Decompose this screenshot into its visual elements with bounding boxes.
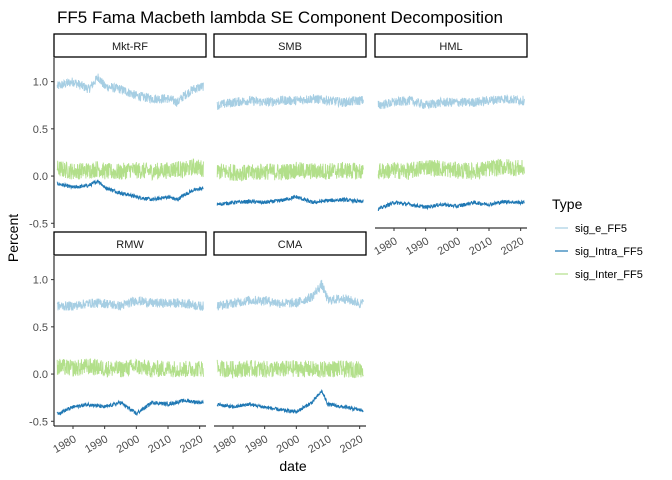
x-tick-label: 2010 (306, 433, 333, 456)
x-tick-label: 1990 (243, 433, 270, 456)
x-tick-label: 1980 (51, 433, 78, 456)
x-tick-label: 1980 (372, 235, 399, 258)
legend-label-sig-e-ff5: sig_e_FF5 (575, 223, 627, 235)
x-axis-title: date (279, 458, 306, 474)
x-tick-label: 2020 (178, 433, 205, 456)
x-tick-label: 1990 (83, 433, 110, 456)
y-tick-label: 1.0 (33, 77, 48, 89)
y-tick-label: -0.5 (29, 416, 48, 428)
facet-label-smb: SMB (278, 41, 302, 53)
series-line-rmw-sig-intra-ff5 (56, 398, 204, 417)
facet-strip-hml (374, 33, 528, 58)
x-tick-label: 1980 (211, 433, 238, 456)
series-line-cma-sig-inter-ff5 (216, 359, 364, 380)
x-tick-label: 2020 (338, 433, 365, 456)
x-tick-label: 2000 (275, 433, 302, 456)
y-axis-title: Percent (5, 214, 21, 262)
facet-label-cma: CMA (278, 239, 303, 251)
series-line-rmw-sig-inter-ff5 (56, 358, 204, 378)
y-tick-label: 0.0 (33, 171, 48, 183)
series-line-hml-sig-e-ff5 (377, 94, 525, 110)
series-line-smb-sig-intra-ff5 (216, 194, 364, 207)
x-tick-label: 2000 (436, 235, 463, 258)
series-line-mkt-rf-sig-e-ff5 (56, 73, 204, 107)
series-line-cma-sig-intra-ff5 (216, 388, 364, 414)
series-line-hml-sig-inter-ff5 (377, 158, 525, 180)
x-tick-label: 2010 (467, 235, 494, 258)
series-line-cma-sig-e-ff5 (216, 279, 364, 311)
facet-strip-smb (213, 33, 367, 58)
legend-label-sig-intra-ff5: sig_Intra_FF5 (575, 246, 643, 258)
y-tick-label: 0.0 (33, 369, 48, 381)
series-line-smb-sig-inter-ff5 (216, 161, 364, 182)
y-tick-label: 0.5 (33, 124, 48, 136)
series-line-smb-sig-e-ff5 (216, 94, 364, 110)
y-tick-label: 0.5 (33, 322, 48, 334)
series-line-rmw-sig-e-ff5 (56, 296, 204, 311)
legend-label-sig-inter-ff5: sig_Inter_FF5 (575, 269, 643, 281)
legend: Type sig_e_FF5 sig_Intra_FF5 sig_Inter_FF5 (552, 196, 643, 281)
x-tick-label: 2000 (115, 433, 142, 456)
series-line-hml-sig-intra-ff5 (377, 199, 525, 211)
legend-title: Type (552, 196, 583, 212)
chart-title: FF5 Fama Macbeth lambda SE Component Dec… (57, 8, 503, 27)
facet-label-mkt-rf: Mkt-RF (112, 41, 148, 53)
x-tick-label: 2020 (499, 235, 526, 258)
facet-strip-rmw (53, 231, 207, 256)
facet-strip-mkt-rf (53, 33, 207, 58)
x-tick-label: 2010 (146, 433, 173, 456)
y-tick-label: -0.5 (29, 218, 48, 230)
series-line-mkt-rf-sig-intra-ff5 (56, 179, 204, 202)
series-line-mkt-rf-sig-inter-ff5 (56, 158, 204, 182)
facet-strip-cma (213, 231, 367, 256)
x-tick-label: 1990 (404, 235, 431, 258)
y-tick-label: 1.0 (33, 275, 48, 287)
facet-label-rmw: RMW (116, 239, 144, 251)
facet-label-hml: HML (439, 41, 462, 53)
